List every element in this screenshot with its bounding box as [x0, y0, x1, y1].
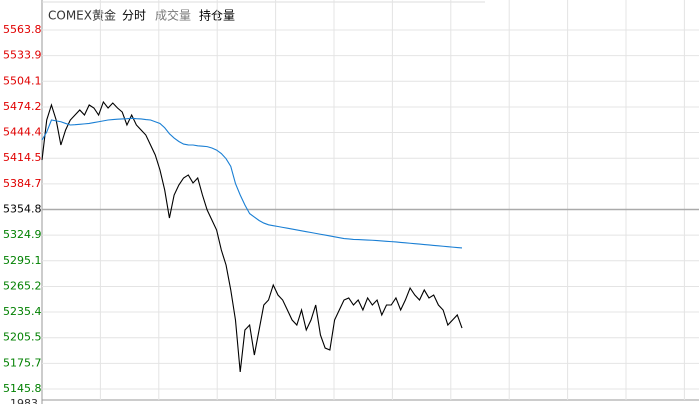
y-tick-label: 5563.8	[3, 23, 42, 36]
y-tick-label: 5175.7	[3, 356, 42, 369]
y-tick-label: 5265.2	[3, 279, 42, 292]
y-tick-label: 5384.7	[3, 177, 42, 190]
tab[interactable]: 成交量	[155, 8, 191, 23]
average-line	[41, 117, 463, 249]
y-tick-label: 5295.1	[3, 254, 42, 267]
y-tick-label: 5474.2	[3, 100, 42, 113]
y-tick-label: 5533.9	[3, 49, 42, 62]
y-tick-label: 5354.8	[3, 203, 42, 216]
y-tick-label: 5145.8	[3, 382, 42, 395]
y-tick-label: 5444.4	[3, 126, 42, 139]
tab[interactable]: 分时	[122, 9, 146, 23]
volume-label: 1983	[10, 397, 38, 404]
y-tick-label: 5324.9	[3, 228, 42, 241]
price-line	[41, 100, 463, 373]
y-tick-label: 5414.5	[3, 151, 42, 164]
y-tick-label: 5235.4	[3, 305, 42, 318]
y-tick-label: 5205.5	[3, 331, 42, 344]
tab[interactable]: COMEX黄金	[48, 8, 116, 23]
y-tick-label: 5504.1	[3, 74, 42, 87]
